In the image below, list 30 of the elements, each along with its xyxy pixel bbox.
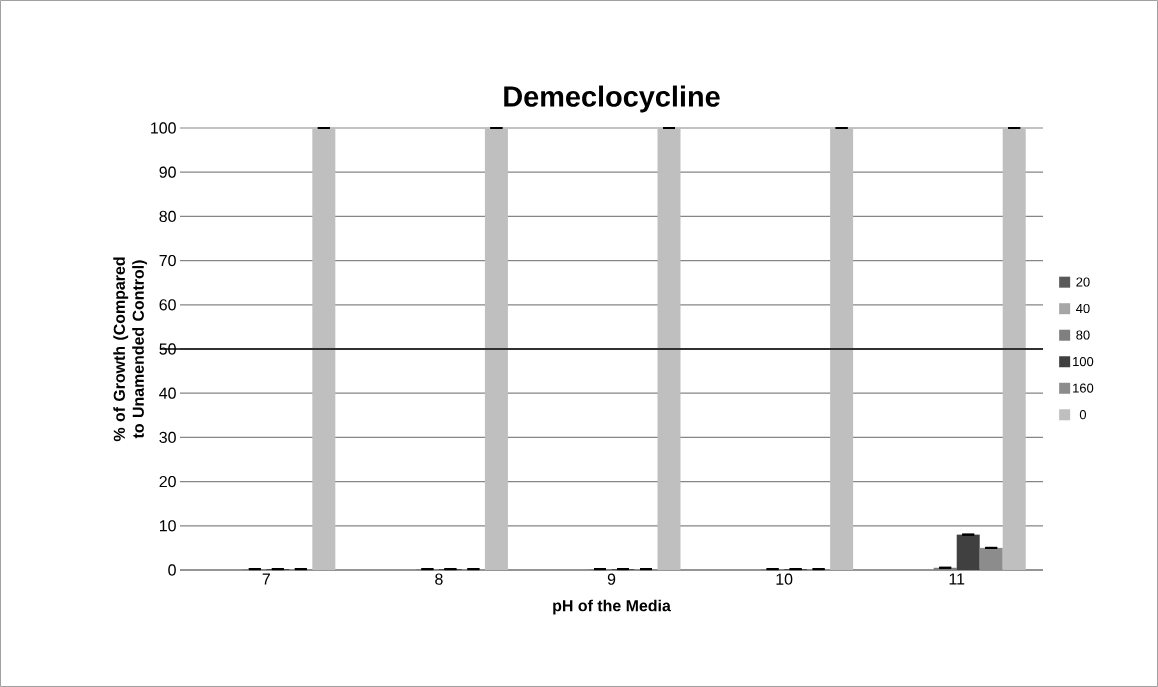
y-tick-label: 60 <box>159 299 176 311</box>
legend-label: 100 <box>1073 356 1094 367</box>
legend-label: 160 <box>1073 383 1094 393</box>
x-tick-label: 11 <box>949 573 965 585</box>
bar <box>657 127 681 570</box>
bar <box>484 127 508 570</box>
y-tick-label: 40 <box>159 387 176 399</box>
legend-label: 0 <box>1079 410 1087 420</box>
y-tick-label: 100 <box>151 122 176 134</box>
x-tick-label: 7 <box>262 573 270 585</box>
x-tick-label: 9 <box>607 573 616 585</box>
y-tick-label: 30 <box>159 431 176 444</box>
y-tick-label: 0 <box>168 564 176 576</box>
x-tick-label: 8 <box>435 573 443 585</box>
y-tick-label: 20 <box>159 475 176 488</box>
legend-label: 40 <box>1076 303 1090 314</box>
y-tick-label: 80 <box>159 210 176 223</box>
y-tick-label: 90 <box>159 166 176 178</box>
x-tick-label: 10 <box>776 573 793 585</box>
y-tick-label: 10 <box>159 520 176 532</box>
x-axis-title: pH of the Media <box>553 599 671 615</box>
legend-label: 80 <box>1076 330 1090 340</box>
y-tick-label: 70 <box>159 254 176 267</box>
bar <box>1002 127 1026 570</box>
legend-label: 20 <box>1076 277 1090 287</box>
chart-title: Demeclocycline <box>504 85 720 113</box>
bar <box>956 534 980 570</box>
bar <box>830 127 854 570</box>
bar <box>312 127 336 570</box>
y-axis-title: % of Growth (Compared to Unamended Control) <box>113 257 148 442</box>
